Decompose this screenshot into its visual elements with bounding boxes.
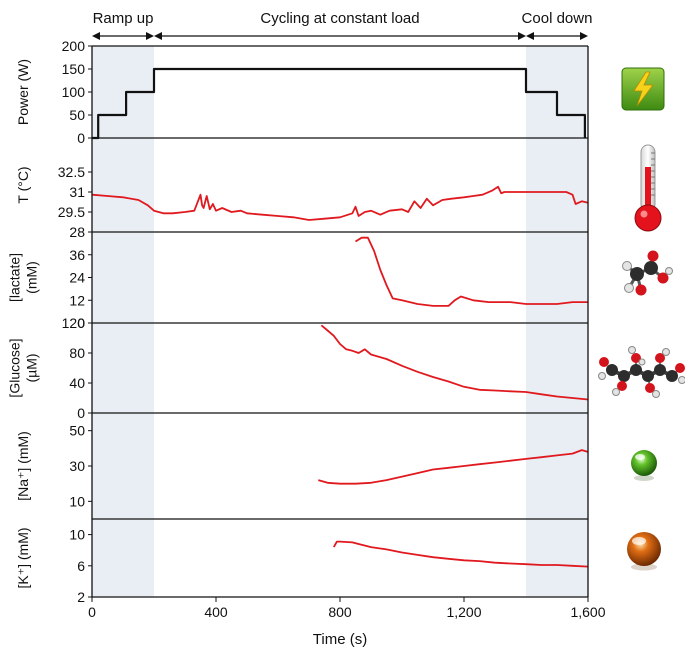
x-tick-label-0: 0 bbox=[88, 604, 96, 620]
phase-shade-2 bbox=[526, 46, 588, 597]
y-tick-label-glucose-1: 40 bbox=[69, 375, 85, 391]
y-tick-label-power-3: 150 bbox=[62, 61, 86, 77]
series-line-temperature bbox=[92, 187, 588, 220]
x-tick-label-2: 800 bbox=[328, 604, 352, 620]
y-axis-label-power: Power (W) bbox=[15, 59, 31, 125]
y-axis-label-temperature: T (°C) bbox=[15, 166, 31, 203]
x-axis-label: Time (s) bbox=[313, 631, 367, 648]
y-tick-label-power-2: 100 bbox=[62, 84, 86, 100]
y-axis-label-glucose-1: (µM) bbox=[24, 353, 40, 382]
y-tick-label-temperature-3: 32.5 bbox=[58, 164, 85, 180]
series-line-power bbox=[92, 69, 585, 138]
y-tick-label-glucose-3: 120 bbox=[62, 315, 86, 331]
y-tick-label-sodium-2: 50 bbox=[69, 423, 85, 439]
y-tick-label-potassium-0: 2 bbox=[77, 589, 85, 605]
green-sphere-icon bbox=[631, 450, 657, 481]
orange-sphere-icon bbox=[627, 532, 661, 571]
phase-shading bbox=[92, 46, 588, 597]
x-tick-label-4: 1,600 bbox=[570, 604, 605, 620]
y-tick-label-power-0: 0 bbox=[77, 130, 85, 146]
y-tick-label-glucose-0: 0 bbox=[77, 405, 85, 421]
y-tick-label-sodium-1: 30 bbox=[69, 458, 85, 474]
phase-arrow-head-right-2 bbox=[580, 32, 588, 40]
y-tick-label-power-4: 200 bbox=[62, 38, 86, 54]
phase-arrow-head-left-0 bbox=[92, 32, 100, 40]
phase-label-1: Cycling at constant load bbox=[260, 10, 419, 27]
lactate-molecule-icon bbox=[623, 251, 673, 296]
phase-arrow-head-left-2 bbox=[526, 32, 534, 40]
y-tick-label-temperature-0: 28 bbox=[69, 224, 85, 240]
y-tick-label-glucose-2: 80 bbox=[69, 345, 85, 361]
phase-arrow-head-right-1 bbox=[518, 32, 526, 40]
y-tick-label-potassium-2: 10 bbox=[69, 527, 85, 543]
y-tick-label-temperature-2: 31 bbox=[69, 184, 85, 200]
y-tick-label-lactate-1: 12 bbox=[69, 292, 85, 308]
y-axis-label-glucose-0: [Glucose] bbox=[7, 338, 23, 397]
phase-header: Ramp up Cycling at constant load Cool down bbox=[92, 10, 592, 40]
phase-label-2: Cool down bbox=[522, 10, 593, 27]
x-axis: 0 400 800 1,200 1,600 bbox=[88, 597, 606, 620]
y-axis-label-sodium: [Na⁺] (mM) bbox=[15, 431, 31, 501]
y-tick-label-lactate-3: 36 bbox=[69, 247, 85, 263]
x-tick-label-3: 1,200 bbox=[446, 604, 481, 620]
thermometer-icon bbox=[635, 145, 661, 231]
phase-label-0: Ramp up bbox=[93, 10, 154, 27]
y-axis-label-potassium: [K⁺] (mM) bbox=[15, 527, 31, 588]
y-tick-label-power-1: 50 bbox=[69, 107, 85, 123]
y-axis-label-lactate-1: (mM) bbox=[24, 261, 40, 294]
y-axis-label-lactate-0: [lactate] bbox=[7, 253, 23, 302]
phase-arrow-head-right-0 bbox=[146, 32, 154, 40]
y-tick-label-lactate-2: 24 bbox=[69, 270, 85, 286]
y-tick-label-sodium-0: 10 bbox=[69, 493, 85, 509]
phase-shade-0 bbox=[92, 46, 154, 597]
lightning-icon bbox=[622, 68, 664, 110]
x-tick-label-1: 400 bbox=[204, 604, 228, 620]
y-tick-label-potassium-1: 6 bbox=[77, 558, 85, 574]
phase-arrow-head-left-1 bbox=[154, 32, 162, 40]
y-tick-label-temperature-1: 29.5 bbox=[58, 204, 85, 220]
glucose-molecule-icon bbox=[599, 347, 685, 398]
